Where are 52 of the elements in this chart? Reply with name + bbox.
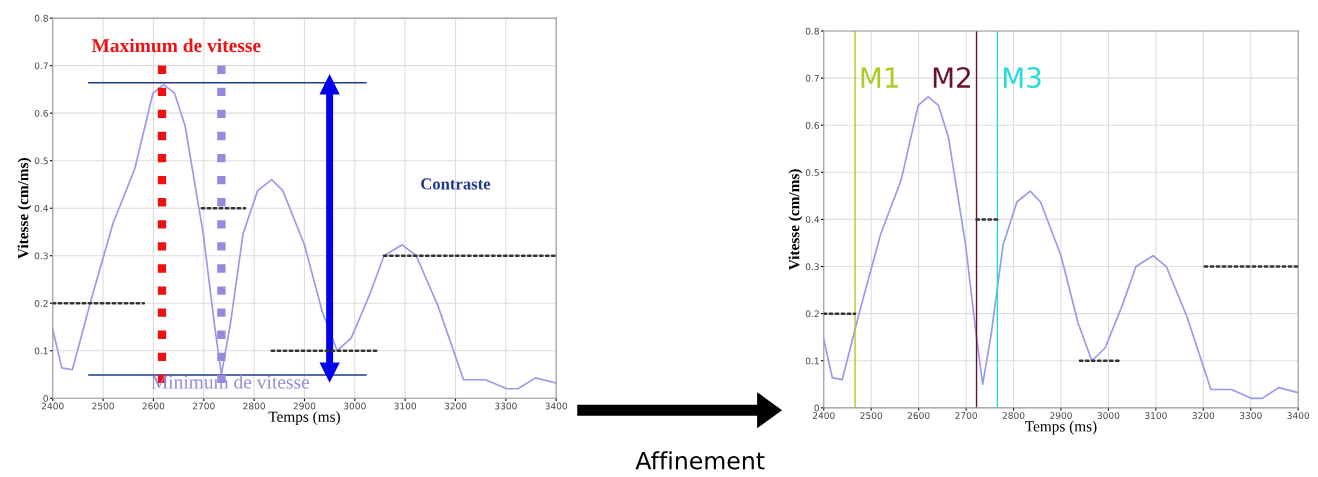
ref-line-label: Maximum de vitesse: [91, 38, 261, 53]
y-tick-label: 0.7: [34, 62, 48, 70]
ref-line-label: M1: [861, 67, 898, 88]
x-tick-label: 3300: [495, 402, 517, 410]
text: Affinement: [635, 451, 765, 470]
y-tick-label: 0: [814, 404, 819, 412]
y-tick-label: 0.8: [34, 14, 48, 22]
x-tick-label: 2900: [293, 402, 316, 410]
y-tick-label: 0.8: [805, 27, 819, 35]
y-tick-label: 0.5: [34, 157, 48, 165]
y-tick-label: 0.6: [34, 109, 48, 117]
x-tick-label: 3100: [394, 402, 417, 410]
y-tick-label: 0.1: [34, 347, 48, 355]
y-tick-label: 0.3: [805, 263, 819, 271]
y-tick-label: 0.6: [805, 121, 820, 129]
ref-line-label: M3: [1003, 67, 1041, 89]
x-tick-label: 3000: [344, 402, 366, 410]
x-tick-label: 2700: [955, 412, 977, 419]
x-tick-label: 3000: [1097, 412, 1120, 419]
y-tick-label: 0.4: [34, 204, 49, 212]
y-tick-label: 0.1: [805, 357, 819, 365]
x-tick-label: 2600: [142, 402, 165, 410]
x-axis-title: Temps (ms): [1025, 420, 1097, 435]
x-tick-label: 2600: [907, 412, 930, 419]
x-tick-label: 3400: [545, 402, 568, 410]
y-tick-label: 0.7: [805, 74, 819, 82]
x-tick-label: 3300: [1239, 412, 1262, 419]
x-tick-label: 2500: [92, 402, 114, 410]
x-tick-label: 2800: [243, 402, 265, 410]
x-tick-label: 2400: [812, 412, 835, 419]
y-tick-label: 0.5: [805, 169, 819, 176]
x-tick-label: 3400: [1287, 412, 1310, 419]
x-tick-label: 3200: [444, 402, 467, 410]
line-series: [52, 83, 557, 390]
y-tick-label: 0.2: [805, 310, 819, 318]
line-series: [823, 96, 1299, 400]
y-tick-label: 0: [43, 395, 48, 402]
x-axis-title: Temps (ms): [268, 411, 340, 426]
y-tick-label: 0.2: [34, 299, 48, 307]
x-tick-label: 2900: [1050, 412, 1072, 419]
x-tick-label: 2700: [192, 402, 215, 410]
annotation: Contraste: [421, 178, 491, 190]
y-axis-title: Vitesse (cm/ms): [17, 158, 32, 259]
y-tick-label: 0.4: [805, 216, 820, 223]
y-tick-label: 0.3: [34, 252, 48, 260]
x-tick-label: 2800: [1002, 412, 1025, 419]
ref-line-label: M2: [933, 67, 970, 88]
x-tick-label: 2500: [860, 412, 883, 419]
y-axis-title: Vitesse (cm/ms): [788, 169, 803, 271]
x-tick-label: 3100: [1145, 412, 1167, 419]
x-tick-label: 3200: [1192, 412, 1215, 419]
x-tick-label: 2400: [41, 402, 64, 410]
